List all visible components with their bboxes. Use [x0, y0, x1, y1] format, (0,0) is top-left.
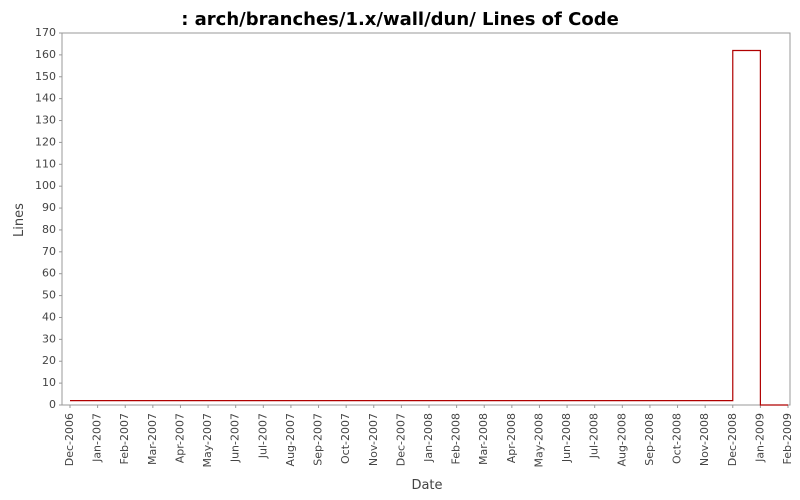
x-tick-label: Jan-2009	[753, 413, 766, 463]
x-tick-label: May-2007	[201, 413, 214, 468]
x-tick-label: Nov-2007	[367, 413, 380, 466]
y-tick-label: 80	[42, 223, 56, 236]
x-tick-label: Aug-2008	[615, 413, 628, 466]
y-tick-label: 30	[42, 332, 56, 345]
x-tick-label: Mar-2007	[146, 413, 159, 465]
x-tick-label: Feb-2008	[450, 413, 463, 464]
x-tick-label: Oct-2008	[671, 413, 684, 464]
x-tick-label: Apr-2007	[173, 413, 186, 463]
y-tick-label: 140	[35, 92, 56, 105]
x-tick-label: Aug-2007	[284, 413, 297, 466]
x-tick-label: Jan-2007	[91, 413, 104, 463]
y-tick-label: 90	[42, 201, 56, 214]
chart-title: : arch/branches/1.x/wall/dun/ Lines of C…	[181, 9, 619, 30]
y-tick-label: 10	[42, 376, 56, 389]
y-tick-label: 160	[35, 48, 56, 61]
y-tick-label: 170	[35, 26, 56, 39]
x-tick-label: May-2008	[532, 413, 545, 468]
y-tick-label: 110	[35, 157, 56, 170]
x-tick-label: Jun-2008	[560, 413, 573, 463]
x-tick-label: Oct-2007	[339, 413, 352, 464]
x-tick-label: Feb-2007	[118, 413, 131, 464]
y-tick-label: 0	[49, 398, 56, 411]
x-tick-label: Jun-2007	[229, 413, 242, 463]
y-tick-label: 100	[35, 179, 56, 192]
x-tick-label: Mar-2008	[477, 413, 490, 465]
y-tick-label: 60	[42, 267, 56, 280]
y-tick-label: 70	[42, 245, 56, 258]
x-tick-label: Dec-2008	[726, 413, 739, 466]
y-tick-label: 120	[35, 135, 56, 148]
line	[70, 49, 788, 406]
x-tick-label: Jan-2008	[422, 413, 435, 463]
y-tick-label: 20	[42, 354, 56, 367]
x-tick-label: Dec-2007	[394, 413, 407, 466]
y-tick-label: 40	[42, 310, 56, 323]
x-tick-label: Jul-2007	[256, 413, 269, 459]
x-tick-label: Dec-2006	[63, 413, 76, 466]
x-tick-label: Sep-2008	[643, 413, 656, 466]
x-tick-label: Jul-2008	[588, 413, 601, 459]
x-tick-label: Feb-2009	[781, 413, 794, 464]
x-axis-label: Date	[411, 478, 442, 493]
y-tick-label: 130	[35, 114, 56, 127]
x-tick-label: Nov-2008	[698, 413, 711, 466]
x-tick-label: Apr-2008	[505, 413, 518, 463]
plot-frame	[61, 32, 791, 406]
x-tick-label: Sep-2007	[312, 413, 325, 466]
y-axis-label: Lines	[12, 203, 27, 237]
y-tick-label: 50	[42, 289, 56, 302]
y-tick-label: 150	[35, 70, 56, 83]
